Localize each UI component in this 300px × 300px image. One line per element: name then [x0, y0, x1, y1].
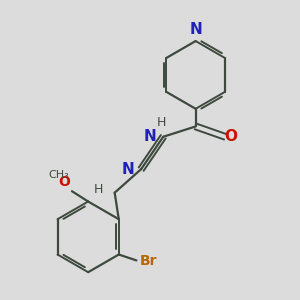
Text: N: N [189, 22, 202, 37]
Text: N: N [122, 162, 135, 177]
Text: O: O [58, 175, 70, 189]
Text: CH₃: CH₃ [48, 170, 69, 180]
Text: O: O [224, 129, 237, 144]
Text: Br: Br [140, 254, 158, 268]
Text: N: N [144, 129, 157, 144]
Text: H: H [94, 183, 104, 196]
Text: H: H [157, 116, 167, 128]
